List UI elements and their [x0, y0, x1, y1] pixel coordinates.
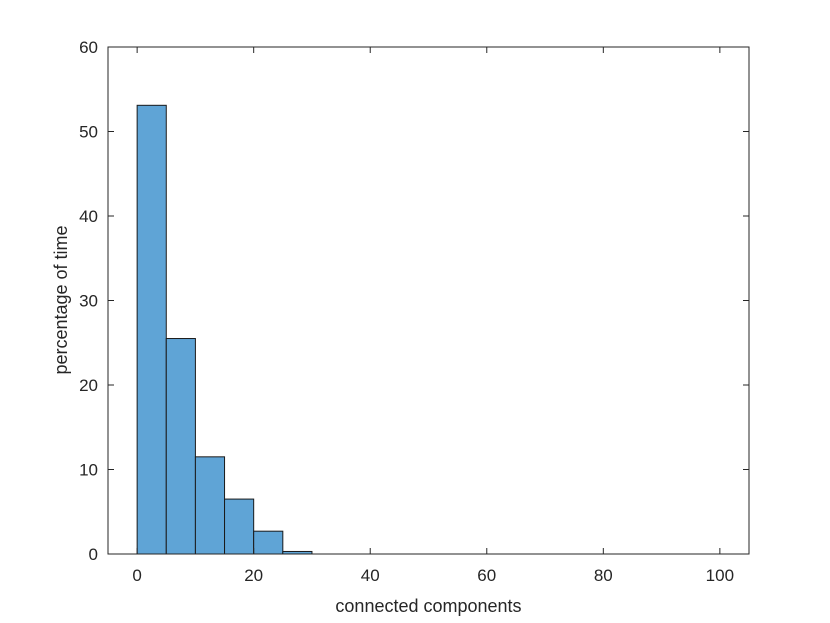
- y-tick-label: 50: [79, 123, 98, 142]
- x-tick-label: 20: [244, 566, 263, 585]
- histogram-bar: [165, 338, 196, 555]
- y-axis-label: percentage of time: [51, 225, 71, 374]
- x-axis-label: connected components: [335, 596, 521, 616]
- x-ticks-group: 0 20 40 60 80 100: [132, 47, 734, 585]
- y-tick-label: 40: [79, 207, 98, 226]
- histogram-bar: [136, 104, 167, 555]
- y-tick-label: 60: [79, 38, 98, 57]
- bars-group: [136, 104, 313, 555]
- x-tick-label: 80: [594, 566, 613, 585]
- x-tick-label: 0: [132, 566, 141, 585]
- x-tick-label: 40: [361, 566, 380, 585]
- y-tick-label: 20: [79, 376, 98, 395]
- y-tick-label: 0: [89, 545, 98, 564]
- x-tick-label: 100: [706, 566, 734, 585]
- histogram-bar: [224, 498, 255, 555]
- y-tick-label: 10: [79, 461, 98, 480]
- y-ticks-group: 0 10 20 30 40 50 60: [79, 38, 749, 564]
- y-tick-label: 30: [79, 292, 98, 311]
- plot-area: 0 20 40 60 80 100 0 10 20 30 40 50 60: [79, 38, 750, 585]
- x-tick-label: 60: [477, 566, 496, 585]
- histogram-bar: [194, 456, 226, 555]
- histogram-bar: [253, 530, 284, 555]
